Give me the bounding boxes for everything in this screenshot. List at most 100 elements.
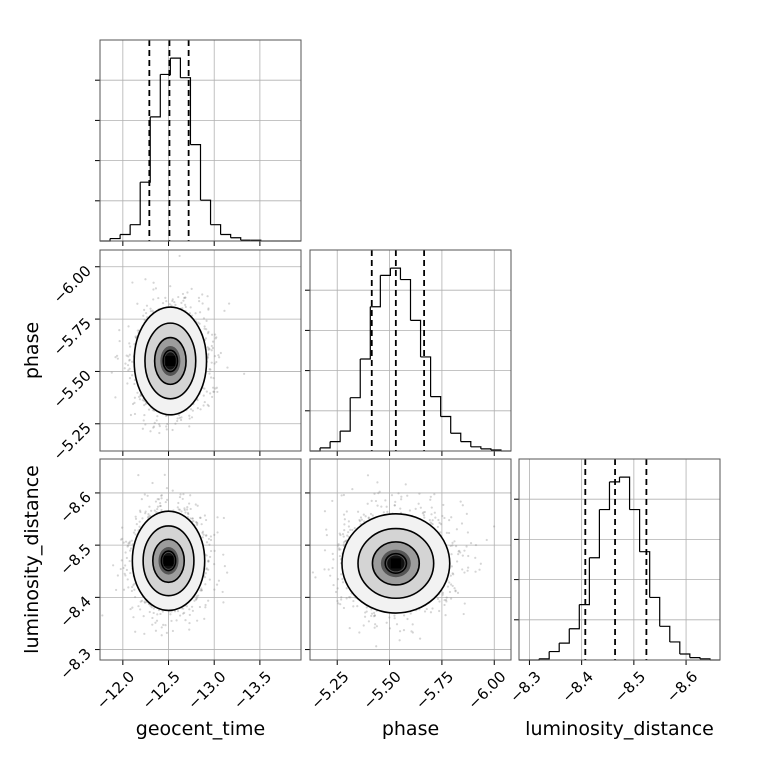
scatter-point — [139, 600, 142, 603]
histogram-panel-luminosity_distance: −8.6−8.5−8.4−8.3 — [506, 458, 721, 706]
scatter-point — [366, 474, 370, 477]
scatter-point — [430, 513, 433, 516]
scatter-point — [198, 516, 202, 519]
scatter-point — [139, 608, 142, 611]
scatter-point — [128, 559, 131, 563]
scatter-point — [400, 495, 403, 498]
scatter-point — [143, 308, 146, 311]
scatter-point — [144, 278, 147, 281]
scatter-point — [375, 645, 378, 648]
scatter-point — [144, 512, 147, 515]
scatter-point — [436, 597, 440, 600]
scatter-point — [134, 515, 137, 518]
scatter-point — [441, 514, 444, 518]
scatter-point — [148, 514, 152, 517]
scatter-point — [138, 509, 142, 512]
histogram-bin — [480, 448, 492, 450]
scatter-point — [162, 623, 165, 627]
histogram-bin — [559, 628, 570, 644]
scatter-point — [131, 585, 134, 589]
scatter-point — [139, 394, 142, 397]
scatter-point — [153, 509, 156, 512]
scatter-point — [156, 613, 159, 616]
scatter-point — [149, 307, 152, 310]
histogram-bin — [599, 481, 611, 511]
scatter-point — [337, 602, 340, 605]
scatter-point — [444, 614, 447, 617]
scatter-point — [209, 376, 213, 379]
scatter-point — [181, 497, 184, 501]
scatter-point — [311, 571, 314, 574]
histogram-bin — [350, 359, 361, 399]
scatter-point — [143, 413, 146, 417]
contour-line — [131, 510, 206, 612]
scatter-point — [142, 614, 145, 618]
contour-line — [152, 538, 186, 584]
scatter-point — [394, 500, 397, 503]
histogram-bin — [440, 415, 452, 434]
scatter-point — [136, 391, 139, 394]
scatter-point — [196, 523, 199, 526]
scatter-point — [212, 390, 215, 393]
scatter-point — [140, 498, 143, 501]
scatter-point — [453, 540, 456, 543]
scatter-point — [204, 583, 207, 586]
scatter-point — [180, 301, 183, 304]
scatter-point — [204, 603, 207, 607]
scatter-point — [176, 417, 179, 420]
scatter-point — [189, 408, 193, 411]
scatter-point — [437, 518, 440, 522]
histogram-bin — [470, 446, 482, 449]
scatter-point — [203, 327, 206, 330]
scatter-point — [351, 487, 354, 491]
scatter-point — [451, 541, 454, 544]
scatter-point — [182, 612, 185, 615]
scatter-point — [207, 347, 210, 350]
scatter-point — [463, 549, 466, 552]
scatter-point — [342, 606, 346, 610]
scatter-point — [139, 453, 141, 455]
scatter-point — [166, 422, 169, 426]
histogram-bin — [230, 237, 242, 241]
histogram-bin — [549, 643, 560, 653]
scatter-point — [323, 568, 326, 571]
scatter-point — [215, 360, 218, 364]
scatter-point — [205, 534, 208, 537]
scatter-point — [456, 591, 460, 594]
histogram-bin — [619, 476, 631, 510]
scatter-point — [429, 611, 433, 614]
scatter-point — [133, 412, 137, 416]
scatter-point — [152, 611, 155, 615]
scatter-point — [187, 512, 190, 516]
x-tick-label: −8.4 — [558, 668, 596, 706]
y-tick-label: −5.50 — [50, 367, 95, 412]
scatter-point — [206, 332, 210, 335]
histogram-bin — [200, 199, 212, 225]
scatter-point — [133, 396, 137, 399]
peak-marker — [165, 355, 176, 366]
scatter-panel-geocent_time-luminosity_distance: −13.5−13.0−12.5−12.0−8.6−8.5−8.4−8.3 — [56, 458, 302, 713]
scatter-point — [128, 542, 131, 545]
scatter-point — [207, 330, 210, 333]
scatter-point — [337, 543, 340, 546]
scatter-point — [332, 558, 335, 561]
scatter-point — [128, 358, 131, 361]
scatter-point — [441, 591, 445, 595]
scatter-point — [128, 367, 131, 370]
scatter-point — [204, 337, 208, 340]
scatter-point — [151, 623, 154, 626]
scatter-point — [210, 344, 213, 348]
scatter-point — [184, 305, 187, 309]
scatter-point — [359, 516, 363, 519]
scatter-point — [143, 601, 147, 604]
scatter-point — [112, 564, 115, 567]
scatter-point — [380, 505, 383, 508]
scatter-point — [195, 521, 198, 524]
scatter-point — [177, 295, 180, 299]
scatter-point — [439, 531, 442, 534]
scatter-point — [422, 511, 425, 514]
scatter-point — [451, 584, 454, 588]
panel-frame — [518, 458, 721, 661]
scatter-point — [188, 608, 191, 611]
